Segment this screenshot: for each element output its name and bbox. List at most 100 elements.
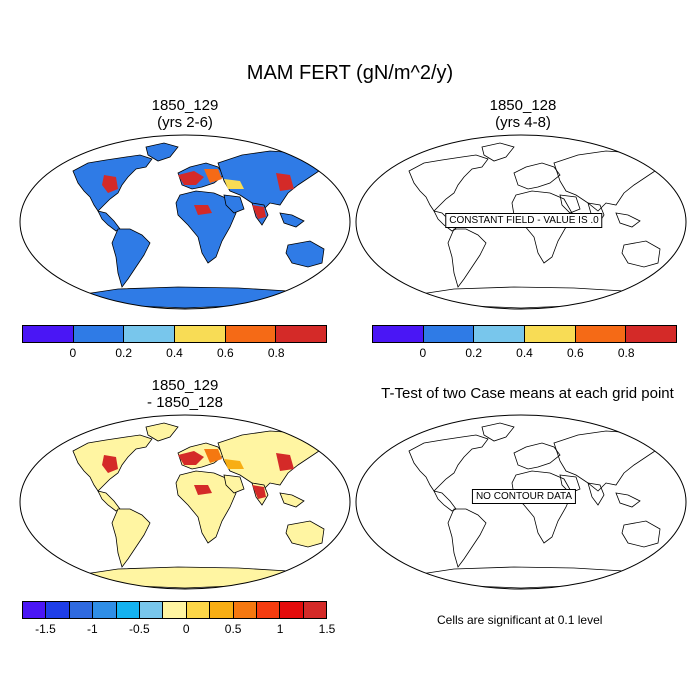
colorbar-swatch [256,602,281,618]
fertilizer-hotspot [224,459,244,469]
panel-title-top-right-line1: 1850_128 [489,97,557,114]
colorbar-top-left [22,325,327,343]
panel-title-top-left: 1850_129 (yrs 2-6) [55,97,315,131]
panel-title-top-left-line2: (yrs 2-6) [157,114,213,131]
continent-greenland [145,142,179,162]
colorbar-tick-label: 0.2 [115,346,132,360]
colorbar-swatch [575,326,627,342]
continent-greenland [481,422,515,442]
continent-seAsia [279,212,305,228]
fertilizer-hotspot [178,171,204,185]
colorbar-tick-label: 0 [419,346,427,360]
colorbar-top-left-ticks: 0 0.2 0.4 0.6 0.8 [22,346,327,360]
colorbar-swatch [626,326,677,342]
continent-northAmerica [408,434,489,492]
continent-seAsia [615,492,641,508]
continent-greenland [481,142,515,162]
panel-title-bottom-left-line1: 1850_129 [151,377,219,394]
panel-title-bottom-right-line1: T-Test of two Case means at each grid po… [381,385,674,402]
colorbar-swatch [525,326,576,342]
colorbar-swatch [46,602,70,618]
fertilizer-hotspot [276,453,294,471]
continent-india [587,482,605,506]
continent-africa [175,470,237,544]
colorbar-tick-label: 0.4 [166,346,183,360]
colorbar-tick-label: 0.2 [465,346,482,360]
continent-southAmerica [447,508,487,568]
colorbar-tick-label: 1 [276,622,284,636]
fertilizer-hotspot [204,449,222,463]
colorbar-top-right [372,325,677,343]
colorbar-tick-label: 0.8 [267,346,285,360]
colorbar-bottom-left-ticks: -1.5 -1 -0.5 0 0.5 1 1.5 [22,622,335,636]
continent-southAmerica [111,228,151,288]
continent-europe [513,442,561,470]
map-border [19,134,351,310]
colorbar-swatch [303,602,327,618]
continent-australia [285,240,325,268]
colorbar-swatch [276,326,327,342]
colorbar-swatch [225,326,277,342]
panel-title-bottom-right: T-Test of two Case means at each grid po… [355,385,700,402]
panel-title-top-right-line2: (yrs 4-8) [495,114,551,131]
colorbar-tick-label: -1.5 [35,622,56,636]
continent-northAmerica [408,154,489,212]
colorbar-tick-label: -1 [87,622,98,636]
panel-title-bottom-left-line2: - 1850_128 [147,394,223,411]
colorbar-bottom-left [22,601,327,619]
continent-southAmerica [111,508,151,568]
map-top-left [19,134,351,310]
colorbar-tick-label: 0.6 [216,346,234,360]
significance-footnote: Cells are significant at 0.1 level [437,613,603,627]
colorbar-tick-label: 0.4 [516,346,533,360]
continent-seAsia [615,212,641,228]
fertilizer-hotspot [252,485,266,499]
colorbar-swatch [423,326,475,342]
colorbar-swatch [93,602,117,618]
fertilizer-hotspot [204,169,222,183]
panel-title-top-right: 1850_128 (yrs 4-8) [393,97,653,131]
map-border [355,134,687,310]
colorbar-tick-label: 0.8 [617,346,635,360]
colorbar-swatch [23,326,74,342]
continent-australia [285,520,325,548]
continent-africa [175,190,237,264]
colorbar-tick-label: 0 [69,346,77,360]
figure-title: MAM FERT (gN/m^2/y) [246,62,454,84]
continent-arabia [559,194,581,214]
colorbar-swatch [116,602,140,618]
colorbar-swatch [175,326,226,342]
colorbar-top-right-ticks: 0 0.2 0.4 0.6 0.8 [372,346,677,360]
panel-title-bottom-left: 1850_129 - 1850_128 [55,377,315,411]
colorbar-tick-label: 0 [182,622,190,636]
fertilizer-hotspot [276,173,294,191]
colorbar-swatch [373,326,424,342]
constant-field-notice: CONSTANT FIELD - VALUE IS .0 [445,213,603,228]
continent-australia [621,240,661,268]
colorbar-swatch [210,602,234,618]
fertilizer-hotspot [102,175,118,193]
fertilizer-hotspot [194,485,212,495]
map-border [19,414,351,590]
colorbar-swatch [186,602,211,618]
fertilizer-hotspot [178,451,204,465]
colorbar-tick-label: -0.5 [128,622,150,636]
continent-seAsia [279,492,305,508]
colorbar-swatch [139,602,164,618]
colorbar-tick-label: 0.6 [566,346,584,360]
continent-greenland [145,422,179,442]
colorbar-swatch [233,602,257,618]
fertilizer-hotspot [252,205,266,219]
fertilizer-hotspot [224,179,244,189]
colorbar-swatch [474,326,526,342]
fertilizer-hotspot [194,205,212,215]
no-contour-data-notice: NO CONTOUR DATA [471,489,577,504]
map-bottom-left [19,414,351,590]
fertilizer-hotspot [102,455,118,473]
panel-title-top-left-line1: 1850_129 [151,97,219,114]
colorbar-tick-label: 1.5 [318,622,336,636]
continent-arabia [223,194,245,214]
map-border [355,414,687,590]
colorbar-tick-label: 0.5 [224,622,242,636]
continent-southAmerica [447,228,487,288]
